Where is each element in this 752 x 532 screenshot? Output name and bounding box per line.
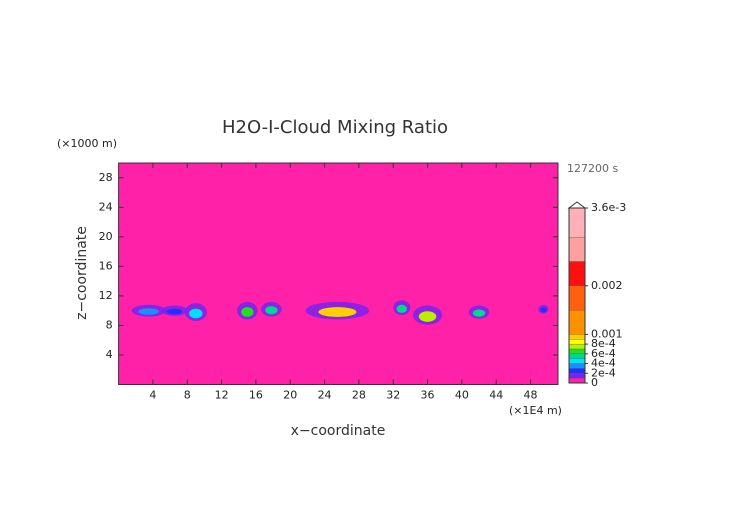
colorbar-extend	[567, 201, 587, 209]
colorbar-band	[568, 377, 586, 384]
cloud-core	[472, 309, 486, 317]
plot-background	[118, 163, 558, 385]
y-tick-label: 12	[99, 289, 113, 302]
y-tick-label: 8	[106, 318, 113, 331]
colorbar-band	[568, 309, 586, 335]
colorbar-tick-label: 3.6e-3	[591, 201, 626, 214]
colorbar-band	[568, 348, 586, 354]
colorbar-tick-label: 2e-4	[591, 366, 616, 379]
y-tick-label: 28	[99, 171, 113, 184]
colorbar-band	[568, 373, 586, 379]
y-tick-label: 20	[99, 230, 113, 243]
colorbar-band	[568, 334, 586, 340]
cloud-core	[166, 308, 183, 315]
x-tick-label: 48	[524, 389, 538, 402]
x-unit: (×1E4 m)	[509, 404, 562, 417]
y-tick-label: 24	[99, 200, 113, 213]
x-tick-label: 24	[318, 389, 332, 402]
colorbar-band	[568, 339, 586, 345]
colorbar-frame	[568, 207, 586, 384]
plot-frame	[118, 162, 559, 385]
y-axis-label: z−coordinate	[74, 226, 90, 320]
colorbar-tick-label: 8e-4	[591, 337, 616, 350]
y-unit: (×1000 m)	[57, 137, 117, 150]
x-tick-label: 12	[215, 389, 229, 402]
colorbar-tick-label: 6e-4	[591, 347, 616, 360]
colorbar-tick-label: 0.001	[591, 327, 623, 340]
cloud-core	[318, 307, 357, 317]
colorbar-band	[568, 368, 586, 374]
x-tick-label: 32	[386, 389, 400, 402]
x-tick-label: 28	[352, 389, 366, 402]
colorbar-band	[568, 207, 586, 238]
chart-title: H2O-I-Cloud Mixing Ratio	[222, 117, 448, 138]
cloud-core	[540, 307, 547, 313]
x-tick-label: 44	[489, 389, 503, 402]
time-label: 127200 s	[567, 162, 618, 175]
x-axis-label: x−coordinate	[291, 423, 386, 439]
colorbar-band	[568, 237, 586, 262]
cloud-core	[265, 306, 278, 315]
colorbar-tick-label: 4e-4	[591, 357, 616, 370]
colorbar-band	[568, 358, 586, 364]
x-tick-label: 16	[249, 389, 263, 402]
colorbar-band	[568, 353, 586, 359]
x-tick-label: 36	[421, 389, 435, 402]
y-tick-label: 16	[99, 259, 113, 272]
colorbar-band	[568, 261, 586, 286]
x-tick-label: 8	[184, 389, 191, 402]
colorbar-band	[568, 343, 586, 350]
colorbar-band	[568, 363, 586, 369]
x-tick-label: 4	[149, 389, 156, 402]
cloud-core	[241, 307, 254, 317]
colorbar-band	[568, 285, 586, 311]
colorbar-tick-label: 0	[591, 376, 598, 389]
x-tick-label: 20	[283, 389, 297, 402]
cloud-core	[418, 311, 437, 322]
cloud-core	[189, 308, 203, 319]
x-tick-label: 40	[455, 389, 469, 402]
y-tick-label: 4	[106, 348, 113, 361]
cloud-core	[138, 308, 159, 315]
colorbar-tick-label: 0.002	[591, 279, 623, 292]
cloud-core	[396, 304, 407, 313]
